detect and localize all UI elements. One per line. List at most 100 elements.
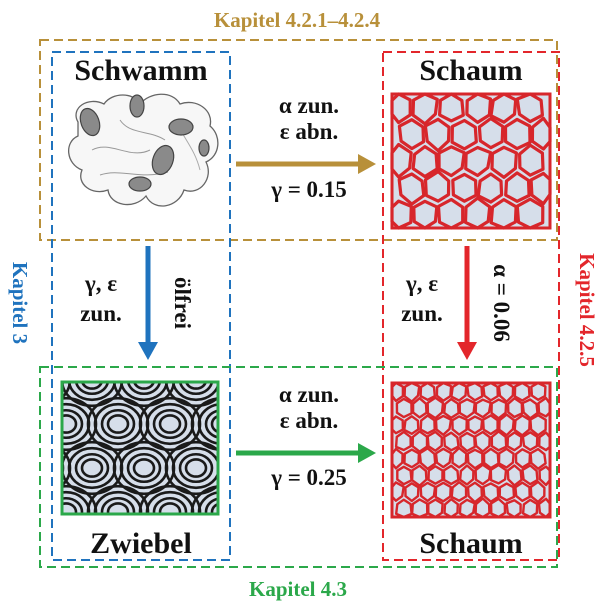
onion-ring [258, 322, 290, 350]
foam-cell [463, 196, 492, 230]
foam-cell [410, 498, 429, 519]
foam-cell [451, 172, 478, 203]
foam-cell [506, 464, 523, 487]
region-box-right [382, 51, 560, 561]
foam-cell [466, 448, 484, 470]
foam-cell [442, 464, 460, 486]
onion-ring [264, 503, 284, 520]
onion-ring [0, 486, 44, 538]
arrow-bottom-text-2: ε abn. [280, 408, 338, 433]
onion-ring [106, 414, 130, 434]
foam-cell [481, 414, 499, 436]
onion-ring [0, 366, 4, 394]
foam-cell [490, 145, 519, 179]
arrow-left-text-1: γ, ε [84, 271, 117, 296]
arrow-left [138, 246, 158, 360]
foam-cell [434, 447, 453, 469]
foam-cell [394, 430, 412, 452]
foam-cell [466, 381, 484, 402]
onion-ring [0, 492, 37, 532]
foam-cell [390, 481, 405, 502]
onion-ring [0, 530, 18, 582]
foam-cell [426, 430, 443, 452]
foam-cell [517, 143, 545, 177]
foam-cell [395, 397, 413, 419]
onion-ring [238, 547, 258, 564]
onion-ring [80, 382, 104, 390]
foam-cell [490, 398, 508, 420]
arrow-bottom-text-3: γ = 0.25 [270, 465, 347, 490]
onion-ring [62, 408, 84, 440]
onion-ring [216, 460, 218, 476]
foam-cell [489, 92, 518, 124]
foam-cell [450, 481, 468, 502]
onion-pattern [0, 310, 304, 582]
foam-cell [482, 482, 500, 503]
onion-ring [232, 454, 264, 482]
onion-ring [132, 382, 156, 390]
foam-cell [403, 381, 421, 403]
onion-ring [232, 366, 264, 394]
arrow-left-side-label: ölfrei [170, 277, 195, 330]
onion-ring [0, 404, 37, 444]
onion-ring [62, 496, 84, 514]
onion-ring [184, 382, 208, 390]
onion-ring [0, 398, 44, 450]
arrow-right [457, 246, 477, 360]
onion-ring [206, 322, 238, 350]
node-label-onion: Zwiebel [90, 527, 192, 560]
foam-cell [521, 431, 539, 452]
foam-cell [434, 481, 452, 503]
foam-cell [505, 499, 522, 519]
onion-ring [4, 503, 24, 520]
foam-cell [438, 92, 465, 123]
foam-cell [477, 116, 505, 150]
foam-cell [437, 145, 466, 178]
onion-ring [158, 502, 182, 514]
foam-cell [435, 381, 453, 402]
onion-ring [232, 542, 264, 570]
foam-cell [390, 199, 413, 230]
onion-ring [197, 491, 218, 514]
onion-ring [108, 327, 128, 344]
onion-ring [100, 496, 136, 514]
onion-ring [190, 485, 218, 514]
foam-cell [411, 145, 439, 179]
onion-ring [164, 440, 218, 496]
onion-ring [190, 397, 218, 451]
onion-ring [0, 442, 18, 494]
node-label-foam-top: Schaum [419, 54, 522, 87]
region-label-top: Kapitel 4.2.1–4.2.4 [214, 8, 381, 32]
onion-ring [192, 310, 252, 362]
foam-cell [390, 415, 405, 435]
foam-cell [521, 398, 539, 420]
onion-ring [216, 382, 218, 388]
foam-cell [521, 464, 539, 486]
onion-ring [50, 322, 82, 350]
arrow-top [236, 154, 376, 174]
arrow-top-text-2: ε abn. [280, 119, 338, 144]
foam-cell [434, 414, 453, 436]
onion-ring [178, 382, 214, 396]
foam-cell [411, 92, 439, 126]
onion-ring [17, 536, 63, 576]
onion-ring [62, 502, 78, 514]
foam-cell [443, 397, 460, 419]
region-box-top [39, 39, 558, 241]
onion-ring [171, 382, 218, 402]
onion-ring [80, 458, 104, 478]
onion-ring [244, 310, 304, 362]
arrow-top-text-1: α zun. [279, 93, 339, 118]
onion-ring [56, 327, 76, 344]
foam-cell [423, 117, 451, 153]
onion-ring [102, 322, 134, 350]
onion-ring [74, 452, 110, 484]
foam-cell [451, 446, 468, 469]
node-label-foam-bottom: Schaum [419, 527, 522, 560]
onion-ring [158, 414, 182, 434]
foam-cell [490, 430, 508, 452]
onion-ring [0, 360, 11, 400]
onion-ring [100, 408, 136, 440]
foam-cell [443, 498, 459, 519]
foam-cell [530, 116, 552, 151]
